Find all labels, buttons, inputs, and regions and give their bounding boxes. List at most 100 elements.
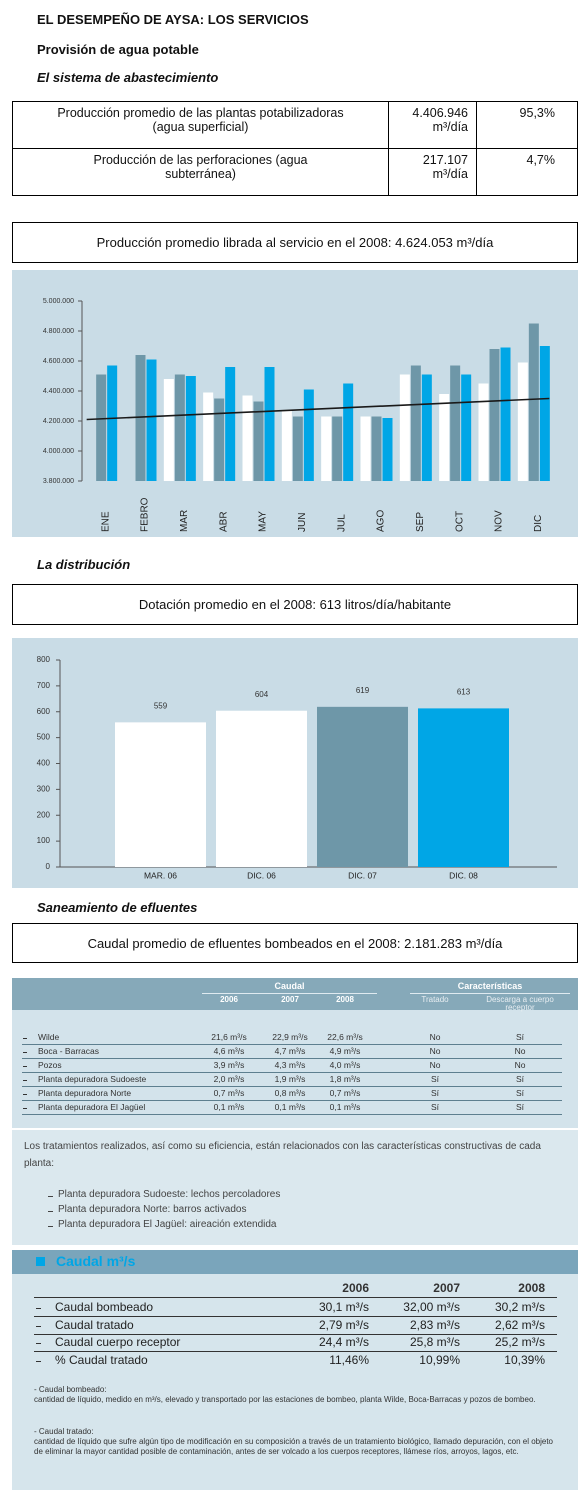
row-rule	[34, 1333, 557, 1335]
cell: 25,8 m³/s	[409, 1335, 460, 1349]
note-term: - Caudal tratado:	[34, 1427, 94, 1436]
section-marker	[36, 1257, 45, 1266]
y-tick-label: 500	[37, 733, 51, 742]
bar	[317, 706, 408, 867]
row-label: Planta depuradora Sudoeste	[38, 1074, 147, 1084]
bar	[371, 416, 382, 481]
x-tick-label: SEP	[415, 512, 426, 532]
cell: 10,39%	[504, 1352, 545, 1367]
bar	[216, 710, 307, 867]
bar	[489, 349, 500, 481]
cell: 30,2 m³/s	[494, 1300, 545, 1314]
bar	[303, 389, 314, 481]
y-tick-label: 4.800.000	[43, 328, 74, 335]
cell: 22,6 m³/s	[327, 1032, 363, 1042]
row-label: Planta depuradora El Jagüel	[38, 1102, 146, 1112]
column-header: Descarga a cuerpo receptor	[486, 995, 554, 1012]
cell: Sí	[515, 1102, 525, 1112]
info-box: Caudal promedio de efluentes bombeados e…	[12, 923, 578, 963]
row-rule	[34, 1351, 557, 1352]
bar	[225, 367, 236, 481]
cell: 2,83 m³/s	[409, 1317, 460, 1332]
x-tick-label: NOV	[494, 510, 505, 532]
bar	[382, 418, 393, 481]
bar	[478, 383, 489, 481]
subsection-heading: La distribución	[37, 557, 131, 572]
x-tick-label: DIC. 07	[348, 870, 377, 880]
trend-line	[86, 397, 550, 421]
x-tick-label: JUN	[297, 513, 308, 532]
cell: No	[429, 1032, 441, 1042]
cell: Sí	[515, 1074, 525, 1084]
x-tick-label: JUL	[336, 514, 347, 532]
bar	[107, 365, 118, 481]
row-rule	[22, 1044, 562, 1045]
column-header: 2008	[518, 1281, 545, 1295]
cell: Sí	[515, 1088, 525, 1098]
cell: 1,8 m³/s	[329, 1074, 361, 1084]
cell: 4.406.946 m³/día	[388, 101, 477, 149]
cell: 4,6 m³/s	[213, 1046, 245, 1056]
y-tick-label: 700	[37, 681, 51, 690]
x-tick-label: DIC. 08	[449, 870, 478, 880]
x-tick-label: DIC	[533, 515, 544, 532]
row-bullet	[36, 1325, 41, 1327]
row-label: Pozos	[38, 1060, 62, 1070]
cell: 21,6 m³/s	[211, 1032, 247, 1042]
bar	[439, 394, 450, 481]
cell: 24,4 m³/s	[318, 1335, 369, 1349]
cell: No	[514, 1060, 526, 1070]
y-tick-label: 4.600.000	[43, 358, 74, 365]
y-tick-label: 600	[37, 707, 51, 716]
column-header: Tratado	[421, 995, 449, 1004]
cell: 0,7 m³/s	[329, 1088, 361, 1098]
section-title: Caudal m³/s	[56, 1253, 136, 1269]
x-tick-label: OCT	[454, 511, 465, 532]
bar	[343, 383, 354, 481]
row-label: Caudal cuerpo receptor	[55, 1335, 181, 1349]
cell: 4,9 m³/s	[329, 1046, 361, 1056]
row-rule	[22, 1072, 562, 1073]
x-tick-label: DIC. 06	[247, 870, 276, 880]
cell: 11,46%	[329, 1352, 369, 1367]
cell: No	[429, 1060, 441, 1070]
row-label: Wilde	[38, 1032, 60, 1042]
y-tick-label: 0	[46, 862, 51, 871]
row-bullet	[36, 1308, 41, 1309]
x-tick-label: MAY	[258, 511, 269, 532]
note-text: cantidad de líquido, medido en m³/s, ele…	[34, 1395, 536, 1404]
list-bullet	[48, 1211, 53, 1212]
cell: 1,9 m³/s	[274, 1074, 306, 1084]
row-bullet	[23, 1080, 27, 1081]
bar	[203, 392, 214, 481]
bar	[360, 416, 371, 481]
cell: 4,3 m³/s	[274, 1060, 306, 1070]
bar	[321, 416, 332, 481]
bar	[146, 359, 157, 481]
bar	[332, 416, 343, 481]
treatment-note: Los tratamientos realizados, así como su…	[12, 1130, 578, 1245]
bar	[185, 376, 196, 481]
cell: 4,7 m³/s	[274, 1046, 306, 1056]
bar	[163, 379, 174, 481]
cell: 2,0 m³/s	[213, 1074, 245, 1084]
y-tick-label: 3.800.000	[43, 478, 74, 485]
bar	[528, 323, 539, 481]
y-tick-label: 800	[37, 655, 51, 664]
group-header: Caudal	[274, 981, 305, 991]
data-label: 613	[457, 687, 471, 696]
cell: Sí	[515, 1032, 525, 1042]
cell: 0,1 m³/s	[213, 1102, 245, 1112]
bar	[450, 365, 461, 481]
bar	[418, 708, 509, 867]
row-label: Planta depuradora Norte	[38, 1088, 132, 1098]
cell: 0,1 m³/s	[329, 1102, 361, 1112]
y-tick-label: 300	[37, 784, 51, 793]
cell: 30,1 m³/s	[318, 1300, 369, 1314]
bar	[135, 355, 146, 481]
cell: 2,79 m³/s	[318, 1317, 369, 1332]
cell: Sí	[430, 1074, 440, 1084]
note-term: - Caudal bombeado:	[34, 1385, 107, 1394]
cell: Sí	[430, 1088, 440, 1098]
bar	[242, 395, 253, 481]
